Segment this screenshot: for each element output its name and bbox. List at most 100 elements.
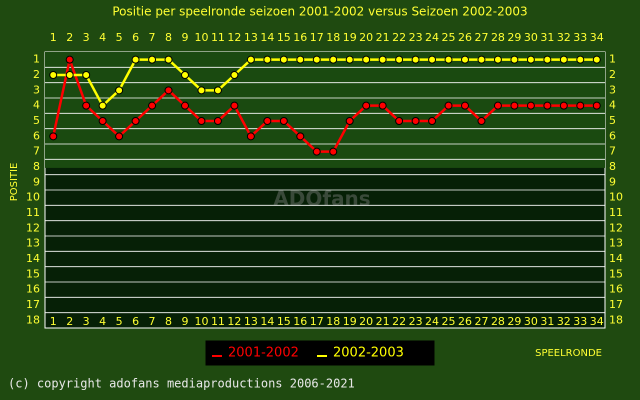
- x-tick-label: 22: [392, 315, 406, 328]
- x-tick-label-top: 26: [458, 31, 472, 44]
- x-tick-label-top: 14: [260, 31, 274, 44]
- data-point: [296, 55, 305, 64]
- x-tick-label-top: 29: [507, 31, 521, 44]
- x-tick-label-top: 1: [50, 31, 57, 44]
- x-tick-label-top: 31: [540, 31, 554, 44]
- x-tick-label-top: 25: [442, 31, 456, 44]
- data-point: [576, 55, 585, 64]
- x-tick-label: 5: [116, 315, 123, 328]
- y-tick-label: 5: [33, 114, 40, 127]
- data-point: [411, 117, 420, 125]
- data-point: [444, 101, 453, 110]
- data-point: [263, 55, 272, 64]
- y-tick-label-right: 7: [609, 145, 616, 158]
- x-tick-label-top: 19: [343, 31, 357, 44]
- y-tick-label: 18: [26, 313, 40, 326]
- data-point: [164, 55, 173, 64]
- x-tick-label: 3: [83, 315, 90, 328]
- y-tick-label: 9: [33, 175, 40, 188]
- data-point: [493, 55, 502, 64]
- x-tick-label-top: 13: [244, 31, 258, 44]
- y-tick-label: 16: [26, 283, 40, 296]
- x-tick-label: 7: [149, 315, 156, 328]
- x-tick-label: 4: [99, 315, 106, 328]
- x-tick-label: 17: [310, 315, 324, 328]
- y-tick-label-right: 14: [609, 252, 623, 265]
- x-tick-label: 6: [132, 315, 139, 328]
- data-point: [230, 71, 239, 79]
- x-tick-label-top: 33: [573, 31, 587, 44]
- data-point: [477, 117, 486, 125]
- data-point: [148, 101, 157, 110]
- y-tick-label-right: 5: [609, 114, 616, 127]
- y-tick-label-right: 10: [609, 191, 623, 204]
- data-point: [543, 101, 552, 110]
- y-tick-label: 11: [26, 206, 40, 219]
- x-tick-label: 25: [442, 315, 456, 328]
- data-point: [428, 55, 437, 64]
- data-point: [312, 55, 321, 64]
- data-point: [279, 117, 288, 125]
- x-tick-label: 31: [540, 315, 554, 328]
- data-point: [461, 101, 469, 110]
- legend-label: 2001-2002: [228, 346, 299, 361]
- data-point: [559, 55, 568, 64]
- x-tick-label-top: 27: [474, 31, 488, 44]
- data-point: [263, 117, 272, 125]
- data-point: [576, 101, 585, 110]
- y-tick-label-right: 8: [609, 160, 616, 173]
- x-tick-label-top: 11: [211, 31, 225, 44]
- y-tick-label: 12: [26, 221, 40, 234]
- y-tick-label-right: 13: [609, 237, 623, 250]
- data-point: [115, 86, 124, 95]
- x-tick-label-top: 28: [491, 31, 505, 44]
- y-tick-label: 3: [33, 83, 40, 96]
- data-point: [362, 55, 371, 64]
- x-tick-label: 26: [458, 315, 472, 328]
- data-point: [98, 117, 107, 125]
- x-tick-label: 14: [260, 315, 274, 328]
- x-tick-label-top: 16: [293, 31, 307, 44]
- y-tick-label: 2: [33, 68, 40, 81]
- data-point: [148, 55, 157, 64]
- data-point: [246, 55, 255, 64]
- x-tick-label-top: 6: [132, 31, 139, 44]
- data-point: [329, 147, 338, 156]
- data-point: [378, 55, 387, 64]
- y-tick-label-right: 17: [609, 298, 623, 311]
- y-tick-label-right: 1: [609, 53, 616, 66]
- data-point: [444, 55, 453, 64]
- y-tick-label-right: 11: [609, 206, 623, 219]
- x-tick-label-top: 3: [83, 31, 90, 44]
- x-tick-label-top: 20: [359, 31, 373, 44]
- x-tick-label-top: 10: [194, 31, 208, 44]
- data-point: [213, 117, 222, 125]
- data-point: [362, 101, 371, 110]
- data-point: [559, 101, 568, 110]
- x-tick-label-top: 15: [277, 31, 291, 44]
- x-tick-label: 8: [165, 315, 172, 328]
- data-point: [82, 71, 91, 79]
- x-tick-label-top: 2: [66, 31, 73, 44]
- y-tick-label: 10: [26, 191, 40, 204]
- y-tick-label: 1: [33, 53, 40, 66]
- legend-label: 2002-2003: [333, 346, 404, 361]
- y-tick-label: 4: [33, 99, 40, 112]
- x-tick-label-top: 17: [310, 31, 324, 44]
- x-tick-label: 18: [326, 315, 340, 328]
- data-point: [246, 132, 255, 141]
- y-tick-label-right: 2: [609, 68, 616, 81]
- y-tick-label: 8: [33, 160, 40, 173]
- data-point: [510, 101, 519, 110]
- y-tick-label-right: 4: [609, 99, 616, 112]
- y-tick-label: 17: [26, 298, 40, 311]
- x-tick-label: 15: [277, 315, 291, 328]
- data-point: [49, 71, 58, 79]
- x-tick-label: 30: [524, 315, 538, 328]
- y-tick-label-right: 18: [609, 313, 623, 326]
- data-point: [543, 55, 552, 64]
- x-tick-label-top: 23: [409, 31, 423, 44]
- x-tick-label-top: 18: [326, 31, 340, 44]
- data-point: [592, 55, 601, 64]
